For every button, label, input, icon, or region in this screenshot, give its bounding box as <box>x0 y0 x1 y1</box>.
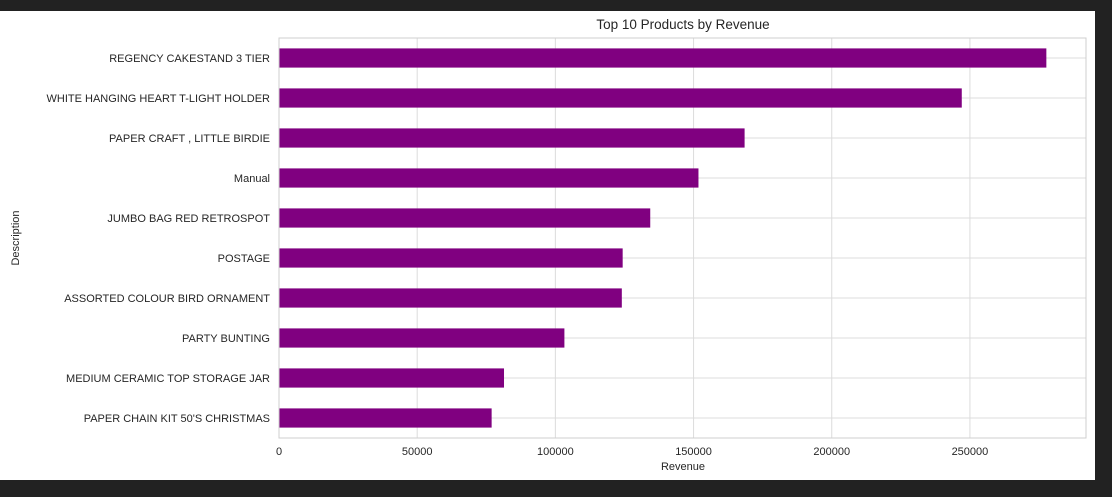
y-tick-label: PAPER CRAFT , LITTLE BIRDIE <box>109 133 270 145</box>
x-tick-label: 150000 <box>675 446 712 458</box>
bar <box>279 88 962 108</box>
bar <box>279 208 651 228</box>
bar <box>279 248 623 268</box>
y-tick-label: PAPER CHAIN KIT 50'S CHRISTMAS <box>84 413 270 425</box>
y-axis-title: Description <box>10 210 22 265</box>
x-axis-title: Revenue <box>661 461 705 473</box>
y-tick-label: ASSORTED COLOUR BIRD ORNAMENT <box>64 293 270 305</box>
x-tick-labels: 0 50000 100000 150000 200000 250000 <box>276 446 988 458</box>
x-tick-label: 250000 <box>952 446 989 458</box>
y-tick-label: POSTAGE <box>218 253 270 265</box>
y-tick-label: WHITE HANGING HEART T-LIGHT HOLDER <box>47 93 271 105</box>
bar <box>279 48 1047 68</box>
bar <box>279 408 492 428</box>
bar <box>279 368 505 388</box>
y-tick-label: MEDIUM CERAMIC TOP STORAGE JAR <box>66 373 270 385</box>
bar <box>279 128 745 148</box>
bar <box>279 168 699 188</box>
y-tick-label: PARTY BUNTING <box>182 333 270 345</box>
y-tick-label: JUMBO BAG RED RETROSPOT <box>107 213 270 225</box>
chart-title: Top 10 Products by Revenue <box>596 17 769 32</box>
x-tick-label: 0 <box>276 446 282 458</box>
plot-frame <box>278 37 1087 439</box>
x-tick-label: 200000 <box>813 446 850 458</box>
y-tick-label: REGENCY CAKESTAND 3 TIER <box>109 53 270 65</box>
y-tick-label: Manual <box>234 173 270 185</box>
bar <box>279 328 565 348</box>
bar-layer <box>279 48 1047 428</box>
y-tick-labels: REGENCY CAKESTAND 3 TIER WHITE HANGING HE… <box>47 53 271 425</box>
x-tick-label: 100000 <box>537 446 574 458</box>
x-tick-label: 50000 <box>402 446 433 458</box>
chart-figure: Top 10 Products by Revenue REGENCY CAKES… <box>0 11 1095 480</box>
revenue-bar-chart: Top 10 Products by Revenue REGENCY CAKES… <box>10 17 1087 473</box>
bar <box>279 288 622 308</box>
